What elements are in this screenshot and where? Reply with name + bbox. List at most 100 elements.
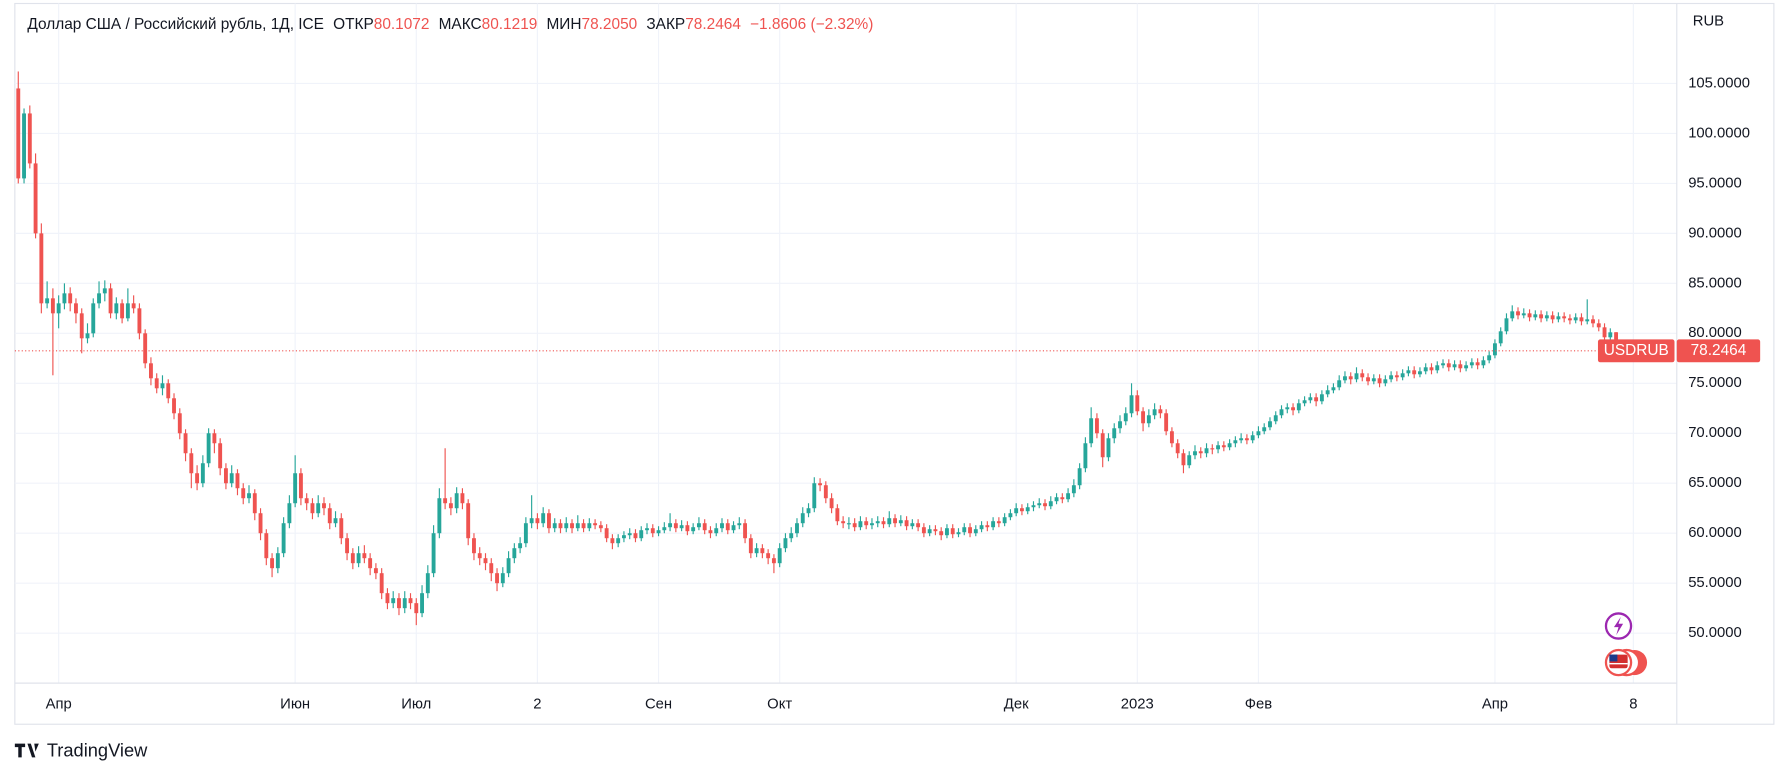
candle-body: [1285, 407, 1290, 410]
candle-body: [910, 523, 915, 527]
candle-body: [472, 538, 476, 554]
last-price-label: 78.2464: [1691, 342, 1747, 359]
symbol-badge: [1597, 339, 1675, 363]
candle-body: [1239, 438, 1244, 441]
candle-body: [1389, 375, 1394, 380]
candle-body: [74, 303, 78, 314]
candle-body: [933, 529, 938, 532]
candle-body: [702, 523, 707, 531]
candle-body: [1296, 403, 1301, 411]
candle-body: [979, 525, 984, 530]
candle-body: [593, 523, 598, 526]
candle-body: [120, 303, 125, 319]
candle-body: [102, 288, 107, 294]
candle-body: [1302, 400, 1307, 404]
x-tick-label: Фев: [1245, 697, 1273, 713]
candle-body: [137, 308, 142, 334]
candle-body: [402, 598, 407, 609]
candle-body: [656, 530, 661, 534]
candle-body: [858, 521, 863, 528]
candle-body: [1164, 413, 1169, 432]
legend-label: ЗАКР: [646, 16, 685, 33]
candle-body: [437, 498, 442, 534]
candle-body: [523, 523, 528, 544]
candle-body: [1014, 508, 1019, 514]
candle-body: [1383, 379, 1388, 384]
candle-body: [362, 553, 367, 559]
y-tick-label: 70.0000: [1688, 425, 1742, 441]
candle-body: [743, 523, 748, 539]
candle-body: [870, 523, 874, 526]
candle-body: [621, 535, 626, 539]
candle-body: [506, 558, 511, 574]
candle-body: [904, 520, 909, 527]
candle-body: [598, 525, 603, 529]
candle-body: [310, 503, 315, 514]
candle-body: [795, 523, 799, 534]
candle-body: [1510, 311, 1515, 319]
candle-body: [27, 113, 32, 164]
candle-body: [1066, 493, 1071, 500]
candle-body: [1129, 395, 1134, 414]
candle-body: [229, 473, 234, 484]
candle-body: [414, 603, 419, 614]
candle-body: [281, 523, 286, 554]
candle-body: [852, 523, 857, 528]
candle-body: [1591, 319, 1595, 324]
candle-body: [1504, 318, 1509, 332]
candle-body: [172, 398, 176, 414]
candle-body: [1602, 327, 1607, 338]
candle-body: [466, 503, 471, 539]
candle-body: [823, 485, 828, 499]
candle-body: [1031, 505, 1036, 508]
candle-body: [1567, 318, 1572, 321]
candle-body: [1521, 313, 1526, 316]
x-tick-label: 8: [1629, 697, 1637, 713]
candle-body: [218, 443, 223, 469]
candle-body: [679, 525, 684, 529]
candle-body: [616, 538, 621, 544]
candle-body: [425, 573, 430, 594]
candle-body: [316, 503, 321, 514]
candle-body: [1037, 503, 1042, 506]
candle-body: [50, 298, 55, 314]
candle-body: [125, 303, 130, 319]
candle-body: [160, 383, 165, 389]
candle-body: [252, 493, 257, 514]
candle-body: [708, 530, 713, 534]
legend-change: −1.8606 (−2.32%): [750, 16, 873, 33]
candle-body: [108, 288, 113, 314]
grid: [14, 3, 1677, 684]
candle-body: [264, 533, 269, 559]
x-tick-label: Июл: [401, 697, 431, 713]
candle-body: [235, 473, 240, 489]
candle-body: [529, 518, 534, 524]
candle-body: [973, 529, 978, 534]
candle-body: [339, 518, 344, 539]
candle-body: [570, 523, 574, 529]
candle-body: [818, 483, 822, 486]
candle-body: [149, 363, 153, 379]
candle-body: [1135, 395, 1140, 412]
candle-body: [1181, 453, 1186, 466]
candle-body: [1400, 373, 1405, 378]
y-tick-label: 50.0000: [1688, 625, 1742, 641]
currency-label: RUB: [1693, 14, 1724, 30]
y-tick-label: 65.0000: [1688, 475, 1742, 491]
candle-body: [1204, 448, 1209, 454]
candle-body: [841, 521, 846, 524]
candle-body: [945, 528, 949, 536]
candle-body: [662, 527, 667, 531]
y-tick-label: 55.0000: [1688, 575, 1742, 591]
brand-logo: [14, 743, 39, 758]
candle-body: [1048, 501, 1053, 507]
candle-body: [1043, 503, 1047, 507]
candle-body: [1325, 390, 1330, 395]
candle-body: [875, 521, 880, 524]
candle-body: [916, 523, 921, 528]
candle-body: [1608, 332, 1613, 338]
candle-body: [1094, 418, 1099, 434]
candle-body: [1158, 409, 1163, 414]
candle-body: [1054, 497, 1059, 502]
